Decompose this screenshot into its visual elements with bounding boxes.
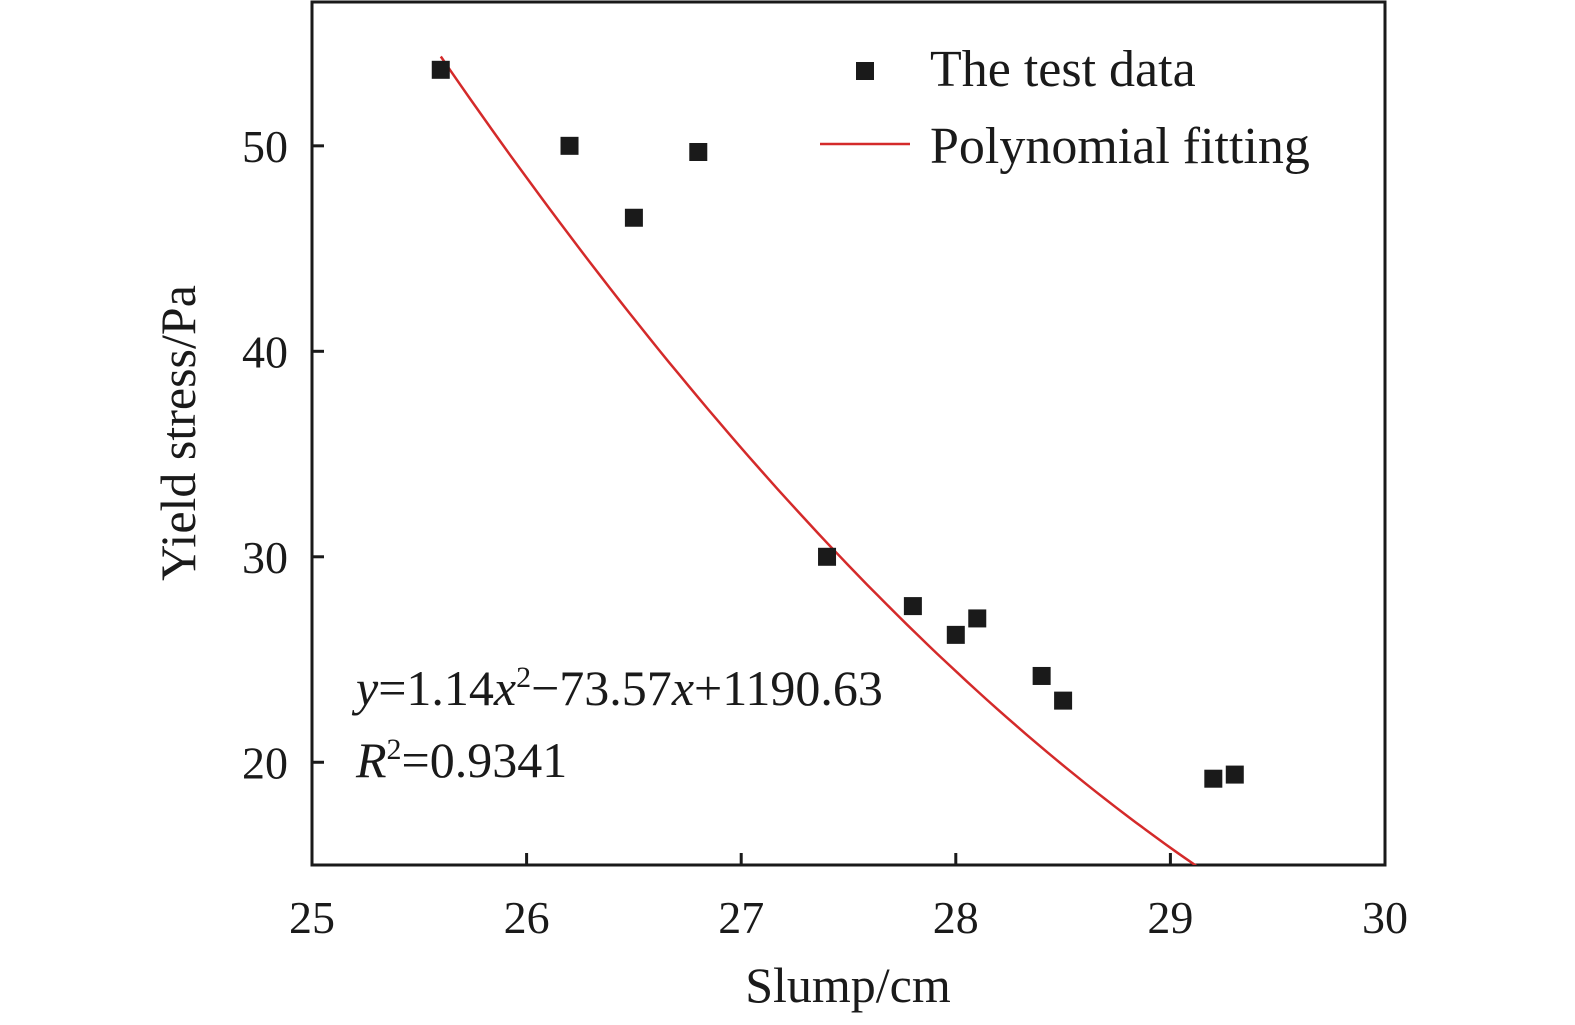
data-points (431, 60, 1244, 788)
y-tick-label: 50 (242, 121, 288, 172)
fit-curve (439, 55, 1198, 865)
data-point (1054, 691, 1073, 710)
legend-marker-test-data (856, 62, 874, 80)
fit-equation: y=1.14x2−73.57x+1190.63 (351, 660, 883, 716)
data-point (431, 60, 450, 79)
y-axis: 20 30 40 50 (242, 121, 324, 788)
data-point (624, 208, 643, 227)
data-point (1032, 666, 1051, 685)
x-tick-label: 30 (1362, 892, 1408, 943)
data-point (903, 597, 922, 616)
legend-label-polynomial: Polynomial fitting (930, 118, 1310, 175)
legend: The test data Polynomial fitting (820, 41, 1310, 175)
data-point (968, 609, 987, 628)
y-tick-label: 40 (242, 326, 288, 377)
r-squared: R2=0.9341 (355, 732, 567, 788)
x-axis: 25 26 27 28 29 30 (289, 853, 1408, 943)
data-point (1204, 769, 1223, 788)
x-tick-label: 29 (1147, 892, 1193, 943)
legend-label-test-data: The test data (930, 41, 1196, 98)
y-tick-label: 30 (242, 532, 288, 583)
data-point (560, 136, 579, 155)
plot-frame (310, 0, 1387, 867)
x-axis-title: Slump/cm (745, 957, 951, 1013)
y-axis-title: Yield stress/Pa (150, 285, 206, 581)
data-point (1225, 765, 1244, 784)
data-point (818, 547, 837, 566)
y-tick-label: 20 (242, 737, 288, 788)
x-tick-label: 27 (718, 892, 764, 943)
x-tick-label: 26 (504, 892, 550, 943)
data-point (689, 142, 708, 161)
x-tick-label: 28 (933, 892, 979, 943)
x-tick-label: 25 (289, 892, 335, 943)
data-point (946, 625, 965, 644)
